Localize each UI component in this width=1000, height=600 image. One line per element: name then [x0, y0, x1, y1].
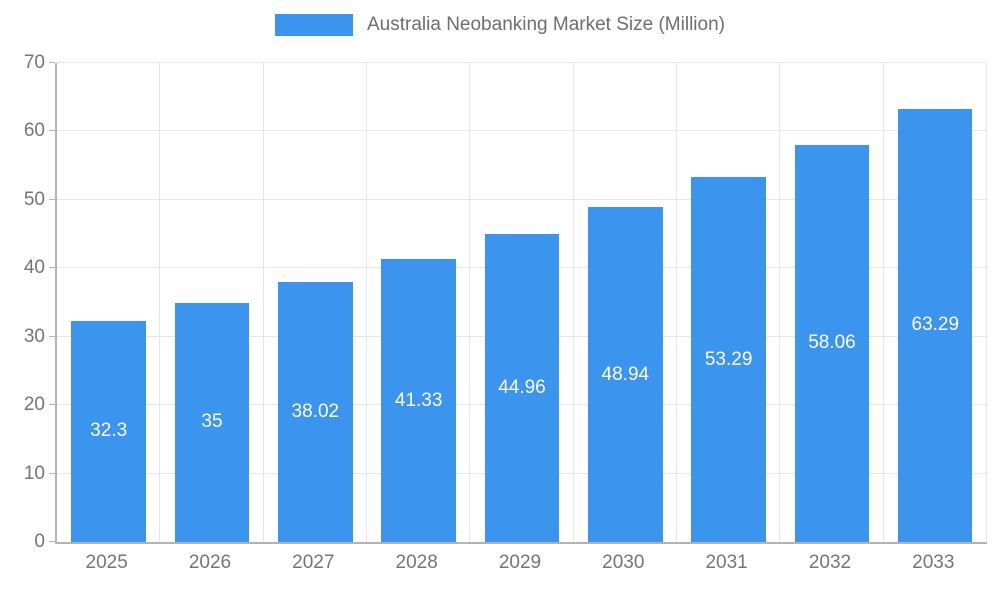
- y-tick-mark: [49, 404, 55, 406]
- y-axis-tick-label: 70: [23, 52, 45, 73]
- bar: 63.29: [898, 108, 973, 542]
- bar: 38.02: [278, 281, 353, 542]
- y-tick-mark: [49, 267, 55, 269]
- bar-cell: 41.33: [367, 63, 470, 542]
- legend-label: Australia Neobanking Market Size (Millio…: [367, 14, 725, 35]
- x-axis-tick-label: 2029: [498, 552, 542, 573]
- bar: 44.96: [484, 234, 560, 542]
- gridline-vertical: [572, 63, 574, 542]
- bar-value-label: 38.02: [291, 400, 340, 422]
- y-axis-labels: 0 10 20 30 40 50 60 70: [0, 52, 45, 552]
- gridline-vertical: [159, 63, 161, 542]
- gridline-vertical: [469, 63, 471, 542]
- gridline-vertical: [882, 63, 884, 542]
- y-tick-mark: [49, 130, 55, 132]
- y-tick-mark: [49, 335, 55, 337]
- bar: 32.3: [71, 320, 146, 542]
- x-axis-tick-label: 2032: [808, 552, 852, 573]
- gridline-vertical: [262, 63, 264, 542]
- bar: 41.33: [381, 259, 456, 542]
- gridline-horizontal: [57, 130, 987, 132]
- bar-cell: 48.94: [574, 63, 677, 542]
- gridline-horizontal: [57, 62, 987, 63]
- bar-value-label: 48.94: [601, 363, 650, 385]
- x-axis-labels: 2025 2026 2027 2028 2029 2030 2031 2032 2033: [55, 552, 985, 574]
- gridline-vertical: [675, 63, 677, 542]
- bar-value-label: 44.96: [498, 377, 546, 399]
- legend-swatch: [275, 14, 353, 36]
- y-axis-tick-label: 20: [23, 394, 45, 416]
- bar-value-label: 53.29: [704, 348, 753, 370]
- bar-cell: 35: [160, 63, 263, 542]
- bar-cell: 63.29: [884, 63, 987, 542]
- y-tick-mark: [49, 198, 55, 200]
- plot-area: 32.3 35 38.02 41.33 44.96 48.94 53.29 58.06 63.2…: [49, 62, 987, 544]
- bar-value-label: 58.06: [808, 332, 856, 354]
- y-axis-tick-label: 30: [23, 325, 45, 347]
- bar-cell: 53.29: [677, 63, 780, 542]
- bars-container: 32.3 35 38.02 41.33 44.96 48.94 53.29 58.06 63.2…: [57, 63, 987, 542]
- y-tick-mark: [49, 62, 55, 63]
- gridline-horizontal: [57, 198, 987, 200]
- x-axis-tick-label: 2030: [602, 552, 645, 573]
- x-axis-tick-label: 2033: [912, 552, 955, 573]
- y-axis-tick-label: 50: [23, 188, 45, 210]
- bar-value-label: 63.29: [911, 314, 960, 336]
- y-tick-mark: [49, 472, 55, 474]
- y-axis-tick-label: 10: [23, 462, 45, 484]
- bar: 58.06: [794, 144, 870, 542]
- bar-value-label: 35: [201, 411, 223, 433]
- x-axis-tick-label: 2027: [292, 552, 335, 573]
- y-axis-tick-label: 60: [23, 120, 45, 142]
- bar-cell: 58.06: [780, 63, 883, 542]
- y-tick-mark: [49, 541, 55, 542]
- x-axis-tick-label: 2026: [188, 552, 232, 573]
- x-axis-tick-label: 2025: [85, 552, 128, 573]
- legend: Australia Neobanking Market Size (Millio…: [0, 14, 1000, 36]
- bar-cell: 32.3: [57, 63, 160, 542]
- gridline-vertical: [986, 63, 987, 542]
- bar-value-label: 41.33: [394, 389, 443, 411]
- bar-cell: 44.96: [470, 63, 573, 542]
- y-axis-tick-label: 40: [23, 257, 45, 279]
- bar: 53.29: [691, 177, 766, 542]
- gridline-vertical: [365, 63, 367, 542]
- x-axis-tick-label: 2028: [395, 552, 438, 573]
- x-axis-tick-label: 2031: [705, 552, 748, 573]
- gridline-vertical: [779, 63, 781, 542]
- y-axis-tick-label: 0: [34, 531, 45, 552]
- bar: 35: [174, 302, 250, 542]
- bar-value-label: 32.3: [90, 420, 128, 442]
- bar: 48.94: [588, 207, 663, 542]
- bar-cell: 38.02: [264, 63, 367, 542]
